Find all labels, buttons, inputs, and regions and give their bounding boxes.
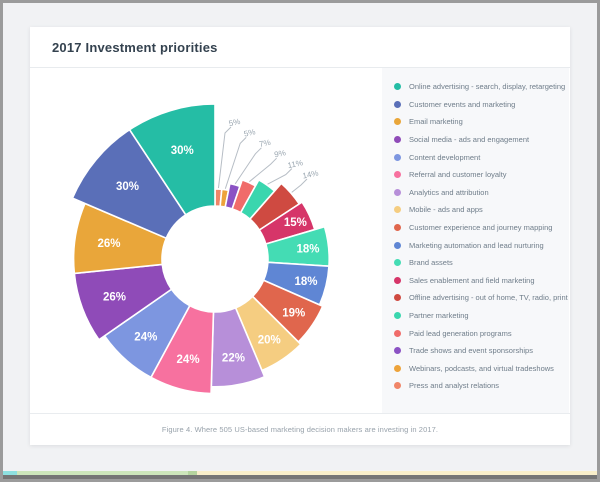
slice-percent-label: 19% bbox=[282, 308, 305, 320]
legend-item-label: Email marketing bbox=[409, 117, 463, 127]
legend-dot-icon bbox=[394, 206, 401, 214]
legend-item-label: Content development bbox=[409, 152, 481, 162]
legend-item: Content development bbox=[394, 148, 569, 166]
slice-percent-label: 30% bbox=[116, 181, 139, 193]
legend-item-label: Customer experience and journey mapping bbox=[409, 223, 553, 233]
legend-item-label: Trade shows and event sponsorships bbox=[409, 346, 533, 356]
callout-percent-label: 5% bbox=[228, 117, 241, 128]
legend-item: Marketing automation and lead nurturing bbox=[394, 236, 569, 254]
slice-percent-label: 20% bbox=[258, 334, 281, 346]
legend-dot-icon bbox=[394, 364, 401, 372]
slice-percent-label: 26% bbox=[103, 291, 126, 303]
legend-dot-icon bbox=[394, 259, 401, 267]
caption-row: Figure 4. Where 505 US-based marketing d… bbox=[30, 414, 570, 445]
pie-slice bbox=[73, 263, 173, 341]
chart-area: 15% 18% 18% 19% 20% 22% 24% 24% 26% 26% 30% 30% 5% 5%… bbox=[30, 68, 382, 413]
callout-line bbox=[267, 168, 293, 185]
legend-item-label: Paid lead generation programs bbox=[409, 328, 512, 338]
legend-item-label: Marketing automation and lead nurturing bbox=[409, 240, 544, 250]
legend-dot-icon bbox=[394, 382, 401, 390]
legend-dot-icon bbox=[394, 312, 401, 320]
callout-percent-label: 9% bbox=[273, 148, 286, 159]
callout-line bbox=[224, 137, 247, 189]
callout-line bbox=[291, 178, 308, 193]
callout-percent-label: 11% bbox=[287, 158, 304, 170]
legend-item-label: Offline advertising - out of home, TV, r… bbox=[409, 293, 568, 303]
legend-item: Analytics and attribution bbox=[394, 184, 569, 202]
legend-item: Social media - ads and engagement bbox=[394, 131, 569, 149]
legend-item: Referral and customer loyalty bbox=[394, 166, 569, 184]
slice-percent-label: 15% bbox=[284, 217, 307, 229]
page-title: 2017 Investment priorities bbox=[52, 39, 218, 55]
strip-segment-green-section bbox=[17, 471, 188, 475]
legend-dot-icon bbox=[394, 224, 401, 232]
investment-pie-chart: 15% 18% 18% 19% 20% 22% 24% 24% 26% 26% 30% 30% 5%5%… bbox=[71, 103, 330, 395]
legend-dot-icon bbox=[394, 171, 401, 179]
legend-item: Online advertising - search, display, re… bbox=[394, 78, 569, 96]
pie-slice bbox=[72, 202, 168, 275]
callout-line bbox=[249, 157, 277, 183]
slice-percent-label: 26% bbox=[98, 238, 121, 250]
legend-item-label: Mobile - ads and apps bbox=[409, 205, 483, 215]
legend-item: Brand assets bbox=[394, 254, 569, 272]
pie-slice bbox=[71, 128, 187, 239]
legend-item-label: Sales enablement and field marketing bbox=[409, 275, 535, 285]
legend-item: Webinars, podcasts, and virtual tradesho… bbox=[394, 360, 569, 378]
slice-percent-label: 30% bbox=[171, 145, 194, 157]
legend-item-label: Brand assets bbox=[409, 258, 453, 268]
frame-bottom-bar bbox=[3, 475, 597, 479]
legend-item: Partner marketing bbox=[394, 307, 569, 325]
slice-percent-label: 18% bbox=[294, 276, 317, 288]
strip-segment-green-marker bbox=[188, 471, 197, 475]
legend-item: Paid lead generation programs bbox=[394, 324, 569, 342]
callout-line bbox=[217, 126, 232, 189]
legend-dot-icon bbox=[394, 100, 401, 108]
slice-percent-label: 18% bbox=[296, 244, 319, 256]
legend-item: Press and analyst relations bbox=[394, 377, 569, 395]
legend-dot-icon bbox=[394, 241, 401, 249]
legend-item: Sales enablement and field marketing bbox=[394, 272, 569, 290]
legend-item-label: Press and analyst relations bbox=[409, 381, 500, 391]
legend-item: Mobile - ads and apps bbox=[394, 201, 569, 219]
legend-dot-icon bbox=[394, 136, 401, 144]
legend-dot-icon bbox=[394, 347, 401, 355]
legend-item-label: Referral and customer loyalty bbox=[409, 170, 507, 180]
callout-line bbox=[234, 147, 262, 185]
legend-item-label: Online advertising - search, display, re… bbox=[409, 82, 566, 92]
legend-item: Email marketing bbox=[394, 113, 569, 131]
footer-section-strip bbox=[3, 471, 597, 475]
legend-item-label: Partner marketing bbox=[409, 311, 469, 321]
card-body: 15% 18% 18% 19% 20% 22% 24% 24% 26% 26% 30% 30% 5% 5%… bbox=[30, 68, 570, 414]
slice-percent-label: 24% bbox=[134, 331, 157, 343]
figure-caption: Figure 4. Where 505 US-based marketing d… bbox=[161, 425, 439, 434]
legend-dot-icon bbox=[394, 294, 401, 302]
legend-dot-icon bbox=[394, 83, 401, 91]
callout-percent-label: 5% bbox=[243, 127, 256, 138]
pie-slice bbox=[128, 103, 216, 216]
legend-item-label: Customer events and marketing bbox=[409, 99, 516, 109]
legend-item: Offline advertising - out of home, TV, r… bbox=[394, 289, 569, 307]
legend-list: Online advertising - search, display, re… bbox=[382, 68, 569, 395]
legend-item-label: Analytics and attribution bbox=[409, 187, 489, 197]
slice-percent-label: 22% bbox=[222, 353, 245, 365]
legend-item: Customer experience and journey mapping bbox=[394, 219, 569, 237]
legend-dot-icon bbox=[394, 118, 401, 126]
legend-dot-icon bbox=[394, 153, 401, 161]
legend-panel: Online advertising - search, display, re… bbox=[382, 68, 569, 413]
legend-dot-icon bbox=[394, 329, 401, 337]
legend-dot-icon bbox=[394, 188, 401, 196]
figure-card: 2017 Investment priorities 15% 18% 18% 19% 2… bbox=[30, 27, 570, 445]
strip-segment-cyan-section bbox=[3, 471, 17, 475]
callout-percent-label: 7% bbox=[258, 138, 271, 149]
legend-item-label: Webinars, podcasts, and virtual tradesho… bbox=[409, 363, 554, 373]
card-header: 2017 Investment priorities bbox=[30, 27, 570, 68]
callout-percent-label: 14% bbox=[302, 168, 320, 180]
slice-percent-label: 24% bbox=[177, 354, 200, 366]
strip-segment-cream-section bbox=[197, 471, 597, 475]
legend-item-label: Social media - ads and engagement bbox=[409, 135, 530, 145]
legend-dot-icon bbox=[394, 276, 401, 284]
legend-item: Customer events and marketing bbox=[394, 96, 569, 114]
legend-item: Trade shows and event sponsorships bbox=[394, 342, 569, 360]
